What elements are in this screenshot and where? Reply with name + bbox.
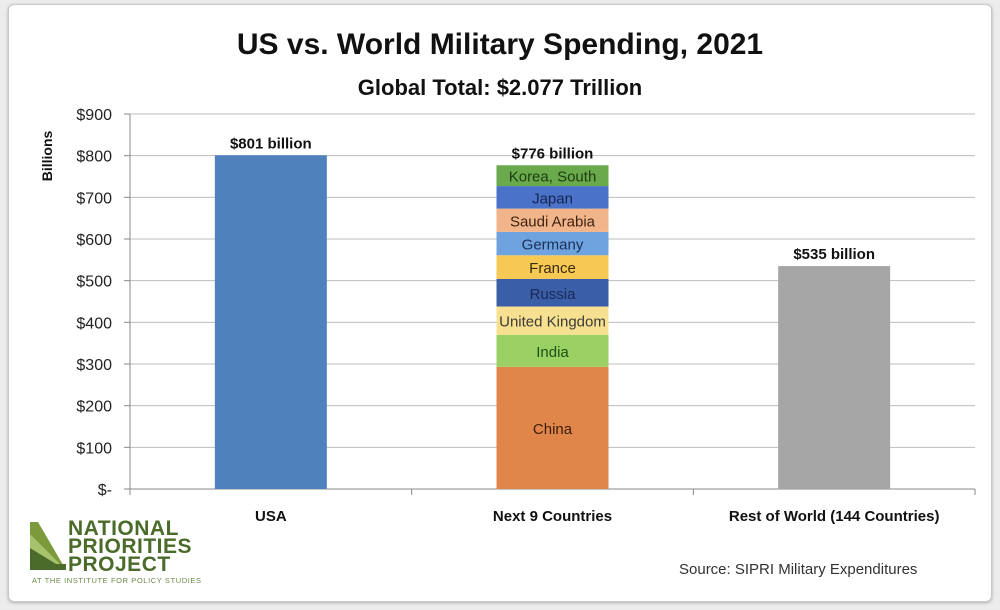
x-tick-label: Next 9 Countries	[493, 508, 612, 525]
logo-subline: AT THE INSTITUTE FOR POLICY STUDIES	[32, 576, 202, 585]
bar-segment-russia	[496, 279, 609, 307]
segment-label: Russia	[530, 286, 577, 303]
segment-label: India	[536, 344, 569, 361]
y-tick-label: $900	[76, 107, 112, 124]
logo-line-2: PRIORITIES	[68, 535, 193, 558]
y-tick-label: $300	[76, 357, 112, 374]
segment-label: Japan	[532, 190, 573, 207]
bar-total-label: $801 billion	[230, 135, 312, 152]
bar-total-label: $776 billion	[512, 145, 594, 162]
segment-label: France	[529, 260, 576, 277]
x-tick-label: USA	[255, 508, 287, 525]
y-tick-label: $100	[76, 440, 112, 457]
chart-title: US vs. World Military Spending, 2021	[236, 28, 764, 61]
y-tick-label: $400	[76, 315, 112, 332]
bar-segment-india	[496, 334, 609, 367]
segment-label: Saudi Arabia	[510, 213, 596, 230]
logo-line-1: NATIONAL	[68, 517, 179, 540]
y-tick-label: $800	[76, 149, 112, 166]
y-axis-label: Billions	[39, 131, 55, 182]
bar-segment-united-kingdom	[496, 306, 609, 335]
sunburst-logo-icon	[30, 522, 66, 570]
bar-segment-rest-of-world	[778, 266, 891, 489]
y-tick-label: $-	[98, 482, 112, 499]
bar-segment-germany	[496, 231, 609, 256]
y-tick-label: $600	[76, 232, 112, 249]
segment-label: China	[533, 421, 573, 438]
segment-label: Germany	[522, 237, 584, 254]
y-tick-label: $700	[76, 190, 112, 207]
national-priorities-project-logo: NATIONAL PRIORITIES PROJECT AT THE INSTI…	[30, 518, 201, 585]
bar-segment-korea-south	[496, 165, 609, 187]
logo-line-3: PROJECT	[68, 553, 171, 576]
y-tick-label: $200	[76, 399, 112, 416]
chart-subtitle: Global Total: $2.077 Trillion	[357, 75, 643, 100]
bar-segment-china	[496, 366, 609, 489]
source-note: Source: SIPRI Military Expenditures	[679, 561, 918, 578]
bar-segment-japan	[496, 186, 609, 209]
bar-segment-saudi-arabia	[496, 208, 609, 232]
segment-label: Korea, South	[509, 169, 597, 186]
y-tick-label: $500	[76, 274, 112, 291]
segment-label: United Kingdom	[499, 314, 606, 331]
bar-segment-france	[496, 255, 609, 279]
x-tick-label: Rest of World (144 Countries)	[729, 508, 940, 525]
bar-total-label: $535 billion	[793, 246, 875, 263]
bar-segment-usa	[214, 155, 327, 489]
